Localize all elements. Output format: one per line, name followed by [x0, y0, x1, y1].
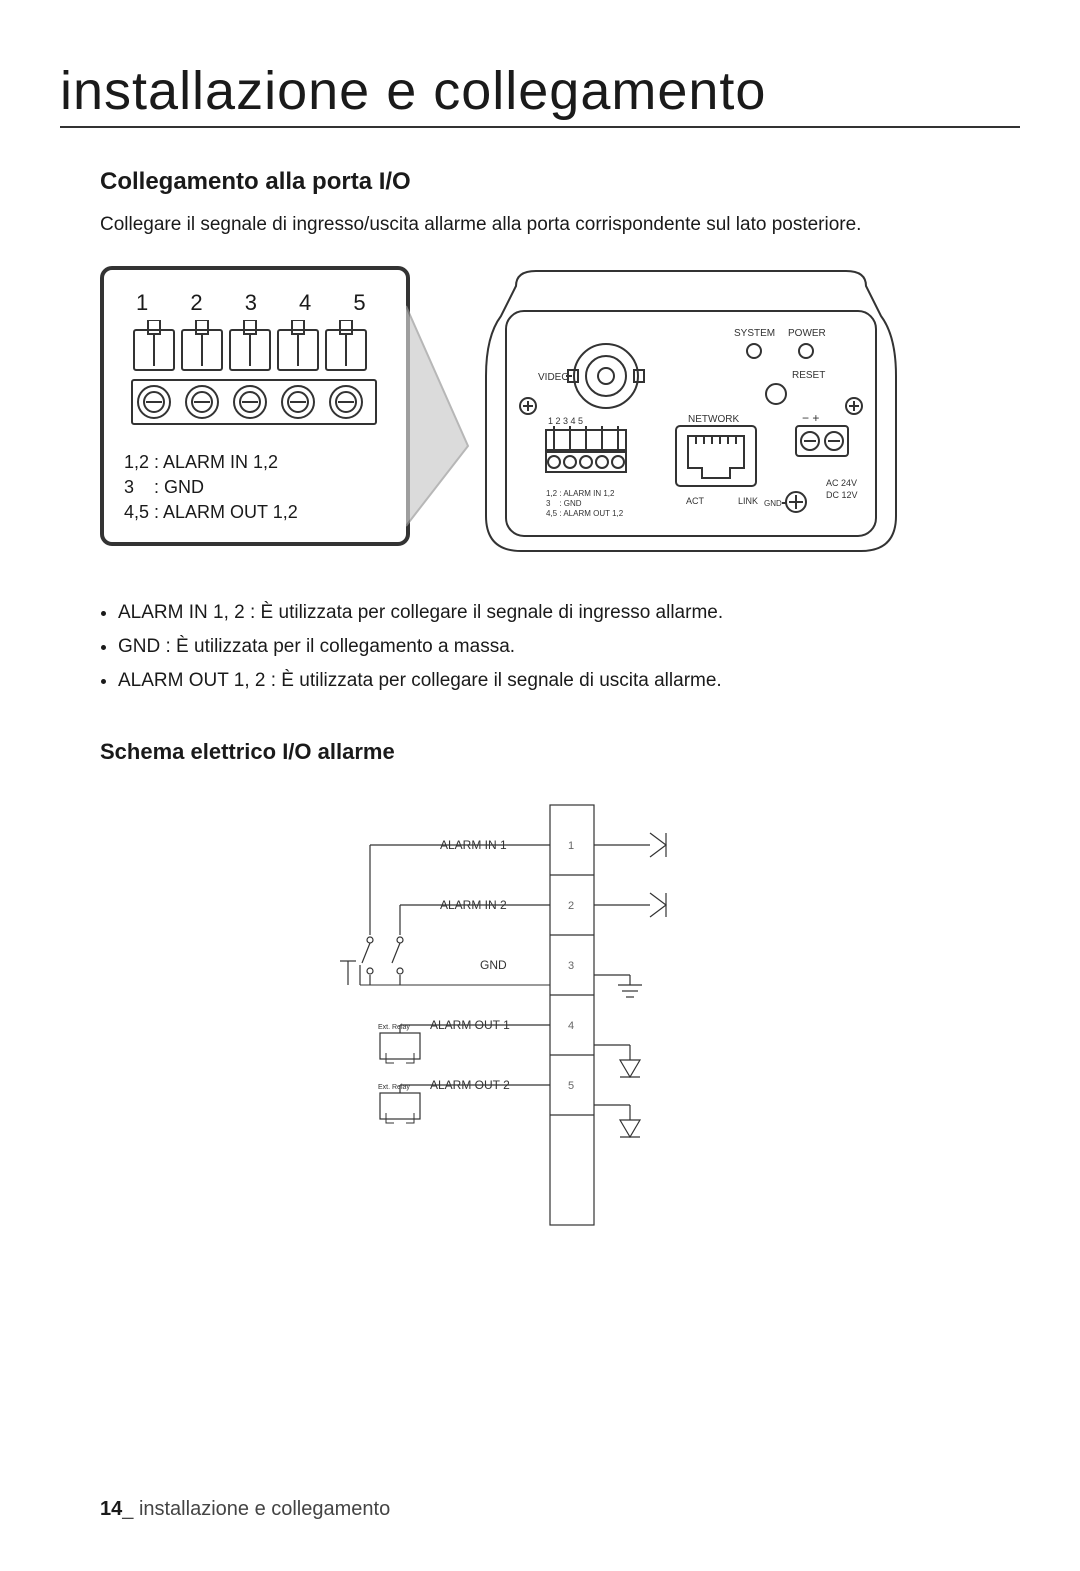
section1-text: Collegare il segnale di ingresso/uscita … — [100, 214, 1000, 236]
svg-text:ACT: ACT — [686, 496, 705, 506]
bullet-list: ALARM IN 1, 2 : È utilizzata per collega… — [118, 596, 1000, 699]
svg-text:Ext. Relay: Ext. Relay — [378, 1024, 410, 1031]
svg-text:4: 4 — [568, 1020, 574, 1032]
terminal-legend-3: 4,5 : ALARM OUT 1,2 — [124, 500, 386, 525]
svg-text:NETWORK: NETWORK — [688, 414, 739, 425]
terminal-legend-1: 1,2 : ALARM IN 1,2 — [124, 450, 386, 475]
svg-text:− +: − + — [802, 411, 819, 425]
svg-text:1: 1 — [568, 840, 574, 852]
terminal-block-diagram — [124, 320, 384, 430]
page-title: installazione e collegamento — [60, 60, 1020, 128]
svg-text:AC 24V: AC 24V — [826, 478, 857, 488]
bullet-item: ALARM OUT 1, 2 : È utilizzata per colleg… — [118, 664, 1000, 698]
page-number: 14 — [100, 1498, 122, 1520]
diagram-row: 1 2 3 4 5 — [100, 266, 1000, 566]
svg-text:RESET: RESET — [792, 370, 825, 381]
callout-connector — [406, 266, 476, 566]
svg-text:Ext. Relay: Ext. Relay — [378, 1084, 410, 1091]
svg-text:POWER: POWER — [788, 328, 826, 339]
svg-text:1 2 3 4 5: 1 2 3 4 5 — [548, 416, 583, 426]
svg-text:5: 5 — [568, 1080, 574, 1092]
svg-text:3 : GND: 3 : GND — [546, 499, 582, 508]
page-footer: 14_ installazione e collegamento — [100, 1498, 390, 1521]
svg-text:1,2 : ALARM IN 1,2: 1,2 : ALARM IN 1,2 — [546, 489, 615, 498]
svg-text:GND: GND — [480, 958, 507, 972]
terminal-numbers: 1 2 3 4 5 — [136, 290, 386, 316]
svg-text:DC 12V: DC 12V — [826, 490, 858, 500]
section1-heading: Collegamento alla porta I/O — [100, 168, 1000, 196]
camera-rear-diagram: VIDEO SYSTEM POWER RESET 1 2 3 4 5 — [476, 266, 906, 566]
terminal-legend-2: 3 : GND — [124, 475, 386, 500]
svg-text:2: 2 — [568, 900, 574, 912]
svg-text:VIDEO: VIDEO — [538, 372, 569, 383]
svg-text:GND: GND — [764, 499, 782, 508]
section2-heading: Schema elettrico I/O allarme — [100, 739, 1000, 765]
bullet-item: GND : È utilizzata per il collegamento a… — [118, 630, 1000, 664]
svg-text:LINK: LINK — [738, 496, 758, 506]
footer-text: installazione e collegamento — [139, 1498, 390, 1520]
svg-text:4,5 : ALARM OUT 1,2: 4,5 : ALARM OUT 1,2 — [546, 509, 624, 518]
terminal-callout-box: 1 2 3 4 5 — [100, 266, 410, 546]
svg-text:SYSTEM: SYSTEM — [734, 328, 775, 339]
wiring-schema-diagram: 1 2 3 4 5 — [270, 785, 830, 1245]
svg-text:3: 3 — [568, 960, 574, 972]
bullet-item: ALARM IN 1, 2 : È utilizzata per collega… — [118, 596, 1000, 630]
